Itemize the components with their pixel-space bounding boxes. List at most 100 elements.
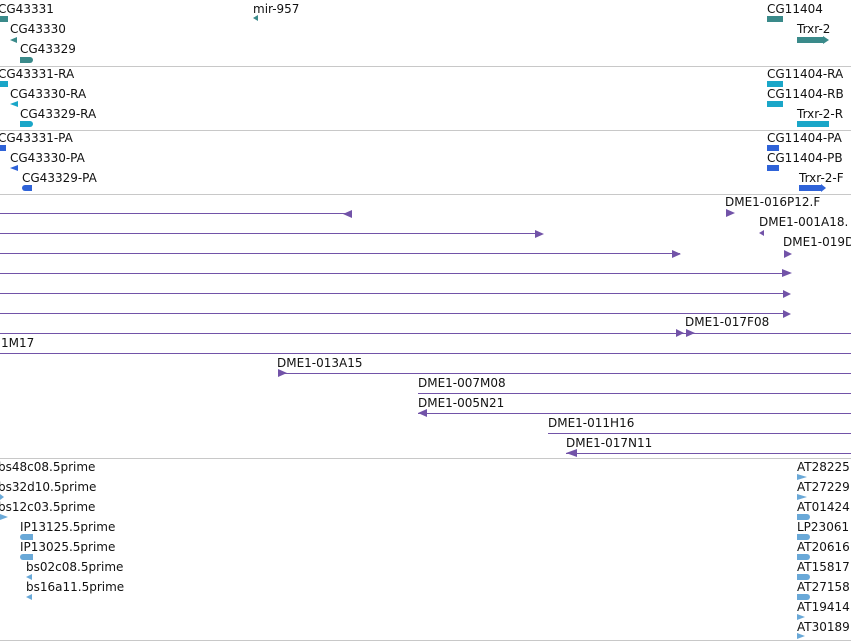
- est-label[interactable]: LP23061: [797, 520, 850, 534]
- protein-label[interactable]: CG43329-PA: [22, 171, 97, 185]
- clone-feature[interactable]: [0, 353, 851, 354]
- gene-label[interactable]: mir-957: [253, 2, 300, 16]
- est-feature[interactable]: [797, 514, 810, 520]
- est-label[interactable]: bs16a11.5prime: [26, 580, 125, 594]
- clone-feature[interactable]: [278, 369, 287, 377]
- transcript-label[interactable]: CG43330-RA: [10, 87, 87, 101]
- est-feature[interactable]: [20, 534, 33, 540]
- transcript-label[interactable]: CG11404-RB: [767, 87, 844, 101]
- est-label[interactable]: AT28225: [797, 460, 850, 474]
- clone-feature[interactable]: [566, 449, 577, 457]
- clone-feature[interactable]: [418, 413, 851, 414]
- clone-feature[interactable]: [566, 453, 851, 454]
- clone-feature[interactable]: [343, 210, 352, 218]
- gene-label[interactable]: Trxr-2: [797, 22, 831, 36]
- transcript-feature[interactable]: [20, 121, 33, 127]
- protein-label[interactable]: CG11404-PB: [767, 151, 843, 165]
- protein-feature[interactable]: [767, 145, 779, 151]
- clone-feature[interactable]: [278, 373, 851, 374]
- est-feature[interactable]: [26, 594, 32, 600]
- clone-feature[interactable]: [535, 230, 544, 238]
- clone-feature[interactable]: [0, 233, 540, 234]
- clone-label[interactable]: DME1-019D: [783, 235, 851, 249]
- est-label[interactable]: bs12c03.5prime: [0, 500, 96, 514]
- protein-feature[interactable]: [10, 165, 18, 171]
- est-label[interactable]: bs32d10.5prime: [0, 480, 97, 494]
- clone-label[interactable]: DME1-007M08: [418, 376, 506, 390]
- est-label[interactable]: bs48c08.5prime: [0, 460, 96, 474]
- clone-feature[interactable]: [418, 393, 851, 394]
- est-feature[interactable]: [26, 574, 32, 580]
- clone-label[interactable]: DME1-001A18.: [759, 215, 849, 229]
- clone-feature[interactable]: [0, 253, 680, 254]
- clone-feature[interactable]: [686, 329, 695, 337]
- protein-feature[interactable]: [767, 165, 779, 171]
- clone-label[interactable]: DME1-013A15: [277, 356, 363, 370]
- protein-label[interactable]: CG43331-PA: [0, 131, 73, 145]
- est-feature[interactable]: [0, 514, 8, 520]
- gene-label[interactable]: CG43330: [10, 22, 66, 36]
- gene-feature[interactable]: [767, 16, 783, 22]
- protein-label[interactable]: Trxr-2-F: [799, 171, 844, 185]
- est-label[interactable]: IP13025.5prime: [20, 540, 116, 554]
- clone-feature[interactable]: [676, 329, 684, 337]
- clone-feature[interactable]: [726, 209, 735, 217]
- clone-feature[interactable]: [783, 310, 791, 318]
- est-label[interactable]: AT20616: [797, 540, 850, 554]
- transcript-feature[interactable]: [0, 81, 8, 87]
- gene-label[interactable]: CG43329: [20, 42, 76, 56]
- transcript-feature[interactable]: [797, 121, 829, 127]
- transcript-feature[interactable]: [767, 101, 783, 107]
- clone-feature[interactable]: [759, 230, 764, 236]
- est-feature[interactable]: [797, 633, 805, 639]
- est-label[interactable]: AT27229: [797, 480, 850, 494]
- protein-feature[interactable]: [0, 145, 6, 151]
- clone-feature[interactable]: [782, 269, 792, 277]
- gene-feature[interactable]: [253, 15, 258, 21]
- clone-feature[interactable]: [0, 333, 851, 334]
- transcript-label[interactable]: Trxr-2-R: [797, 107, 844, 121]
- transcript-label[interactable]: CG43331-RA: [0, 67, 75, 81]
- est-feature[interactable]: [797, 554, 810, 560]
- gene-feature[interactable]: [10, 37, 17, 43]
- clone-feature[interactable]: [0, 293, 786, 294]
- clone-feature[interactable]: [783, 290, 791, 298]
- gene-feature[interactable]: [0, 16, 8, 22]
- clone-feature[interactable]: [784, 250, 792, 258]
- transcript-feature[interactable]: [767, 81, 783, 87]
- clone-label[interactable]: DME1-011H16: [548, 416, 635, 430]
- clone-label[interactable]: DME1-016P12.F: [725, 195, 821, 209]
- protein-feature[interactable]: [22, 185, 32, 191]
- gene-feature[interactable]: [823, 36, 829, 44]
- clone-label[interactable]: DME1-017F08: [685, 315, 770, 329]
- transcript-label[interactable]: CG11404-RA: [767, 67, 844, 81]
- gene-feature[interactable]: [20, 57, 33, 63]
- clone-feature[interactable]: [0, 313, 786, 314]
- est-feature[interactable]: [797, 494, 807, 500]
- est-feature[interactable]: [797, 594, 810, 600]
- est-feature[interactable]: [797, 474, 807, 480]
- est-feature[interactable]: [797, 614, 805, 620]
- est-label[interactable]: IP13125.5prime: [20, 520, 116, 534]
- gene-feature[interactable]: [797, 37, 823, 43]
- clone-label[interactable]: 1M17: [1, 336, 35, 350]
- clone-feature[interactable]: [672, 250, 681, 258]
- clone-feature[interactable]: [0, 213, 348, 214]
- clone-feature[interactable]: [418, 409, 427, 417]
- transcript-feature[interactable]: [10, 101, 18, 107]
- clone-label[interactable]: DME1-017N11: [566, 436, 653, 450]
- gene-label[interactable]: CG11404: [767, 2, 823, 16]
- est-label[interactable]: AT30189: [797, 620, 850, 634]
- est-feature[interactable]: [0, 494, 4, 500]
- est-label[interactable]: AT19414: [797, 600, 850, 614]
- clone-feature[interactable]: [0, 273, 786, 274]
- clone-feature[interactable]: [548, 433, 851, 434]
- est-feature[interactable]: [797, 534, 810, 540]
- gene-label[interactable]: CG43331: [0, 2, 54, 16]
- est-feature[interactable]: [797, 574, 810, 580]
- est-label[interactable]: AT27158: [797, 580, 850, 594]
- protein-feature[interactable]: [799, 185, 821, 191]
- est-label[interactable]: AT01424: [797, 500, 850, 514]
- transcript-label[interactable]: CG43329-RA: [20, 107, 97, 121]
- est-label[interactable]: AT15817: [797, 560, 850, 574]
